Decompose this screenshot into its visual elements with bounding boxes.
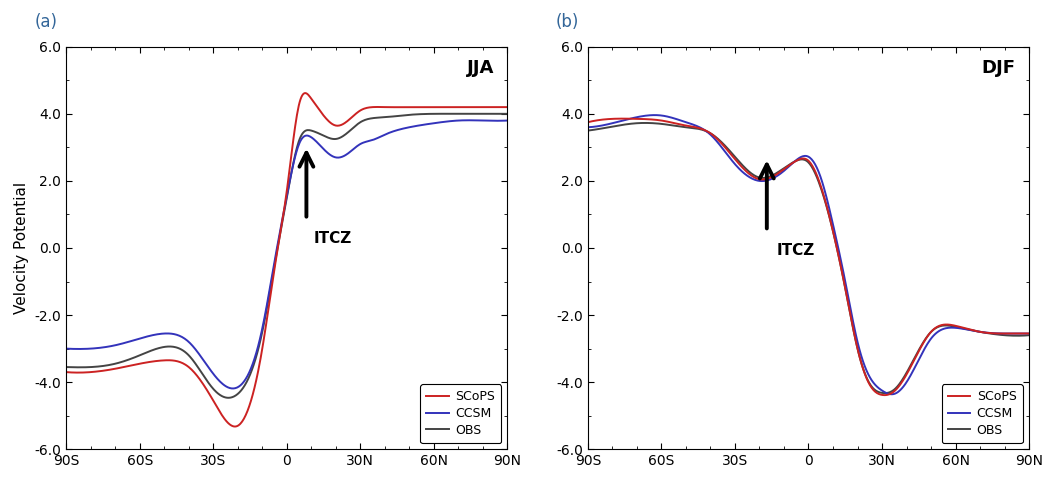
Y-axis label: Velocity Potential: Velocity Potential (14, 182, 29, 314)
Text: JJA: JJA (467, 59, 495, 77)
Text: ITCZ: ITCZ (777, 243, 815, 258)
Text: (b): (b) (556, 13, 579, 31)
Text: ITCZ: ITCZ (314, 231, 352, 246)
Text: (a): (a) (35, 13, 57, 31)
Text: DJF: DJF (982, 59, 1016, 77)
Legend: SCoPS, CCSM, OBS: SCoPS, CCSM, OBS (420, 384, 501, 443)
Legend: SCoPS, CCSM, OBS: SCoPS, CCSM, OBS (942, 384, 1023, 443)
